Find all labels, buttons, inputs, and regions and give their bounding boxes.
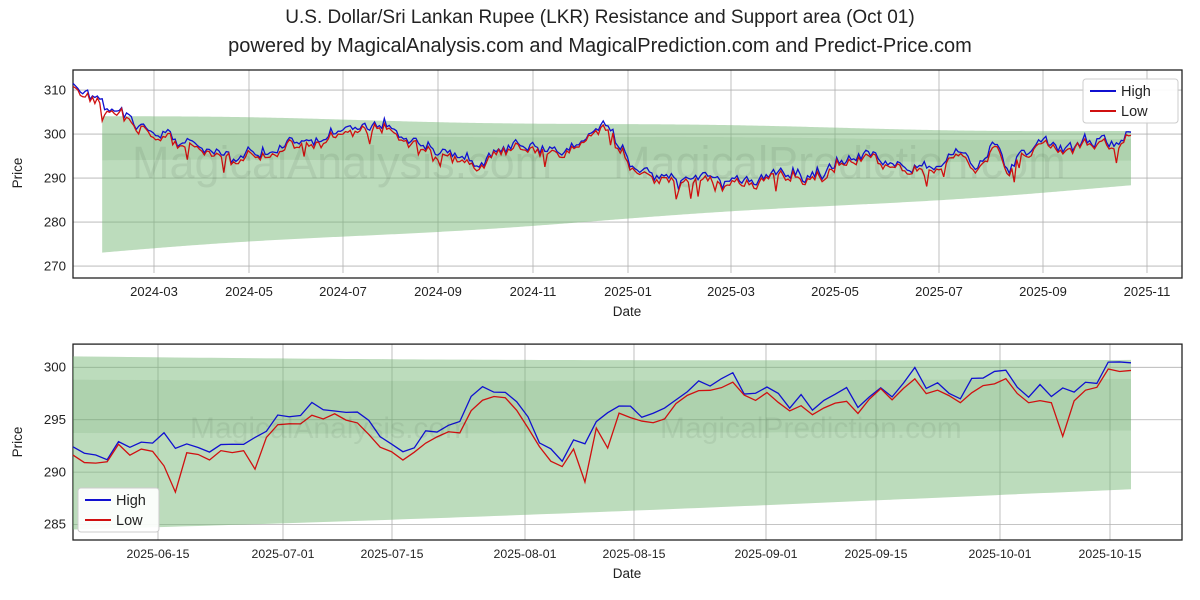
svg-text:290: 290 <box>44 171 66 186</box>
svg-text:2024-03: 2024-03 <box>130 284 178 299</box>
svg-text:Date: Date <box>613 304 642 319</box>
svg-text:Date: Date <box>613 566 642 581</box>
svg-text:High: High <box>116 493 146 509</box>
svg-text:2024-07: 2024-07 <box>319 284 367 299</box>
svg-text:High: High <box>1121 84 1151 100</box>
svg-text:Low: Low <box>1121 104 1148 120</box>
svg-text:Low: Low <box>116 513 143 529</box>
svg-text:290: 290 <box>44 464 66 479</box>
svg-text:MagicalPrediction.com: MagicalPrediction.com <box>660 412 962 445</box>
svg-text:300: 300 <box>44 360 66 375</box>
svg-text:2025-07-15: 2025-07-15 <box>361 547 424 561</box>
svg-text:310: 310 <box>44 83 66 98</box>
svg-text:MagicalAnalysis.com: MagicalAnalysis.com <box>190 412 470 445</box>
svg-text:2024-05: 2024-05 <box>225 284 273 299</box>
svg-text:2024-11: 2024-11 <box>510 284 557 299</box>
svg-text:2025-10-15: 2025-10-15 <box>1079 547 1142 561</box>
svg-text:2025-11: 2025-11 <box>1124 284 1171 299</box>
svg-text:300: 300 <box>44 127 66 142</box>
svg-text:Price: Price <box>10 158 25 189</box>
svg-text:280: 280 <box>44 215 66 230</box>
svg-text:2025-07: 2025-07 <box>915 284 963 299</box>
svg-text:Price: Price <box>10 427 25 458</box>
svg-text:2025-10-01: 2025-10-01 <box>969 547 1032 561</box>
svg-text:2025-07-01: 2025-07-01 <box>252 547 315 561</box>
svg-text:MagicalPrediction.com: MagicalPrediction.com <box>613 137 1066 188</box>
svg-text:2025-09-01: 2025-09-01 <box>735 547 798 561</box>
svg-text:MagicalAnalysis.com: MagicalAnalysis.com <box>132 137 552 188</box>
svg-text:2025-03: 2025-03 <box>707 284 755 299</box>
svg-text:270: 270 <box>44 259 66 274</box>
svg-text:295: 295 <box>44 412 66 427</box>
svg-text:2024-09: 2024-09 <box>414 284 462 299</box>
svg-text:2025-01: 2025-01 <box>604 284 652 299</box>
svg-text:2025-06-15: 2025-06-15 <box>127 547 190 561</box>
svg-text:2025-08-15: 2025-08-15 <box>603 547 666 561</box>
svg-text:2025-05: 2025-05 <box>811 284 859 299</box>
svg-text:285: 285 <box>44 517 66 532</box>
svg-text:2025-08-01: 2025-08-01 <box>494 547 557 561</box>
svg-text:2025-09-15: 2025-09-15 <box>845 547 908 561</box>
svg-text:2025-09: 2025-09 <box>1019 284 1067 299</box>
